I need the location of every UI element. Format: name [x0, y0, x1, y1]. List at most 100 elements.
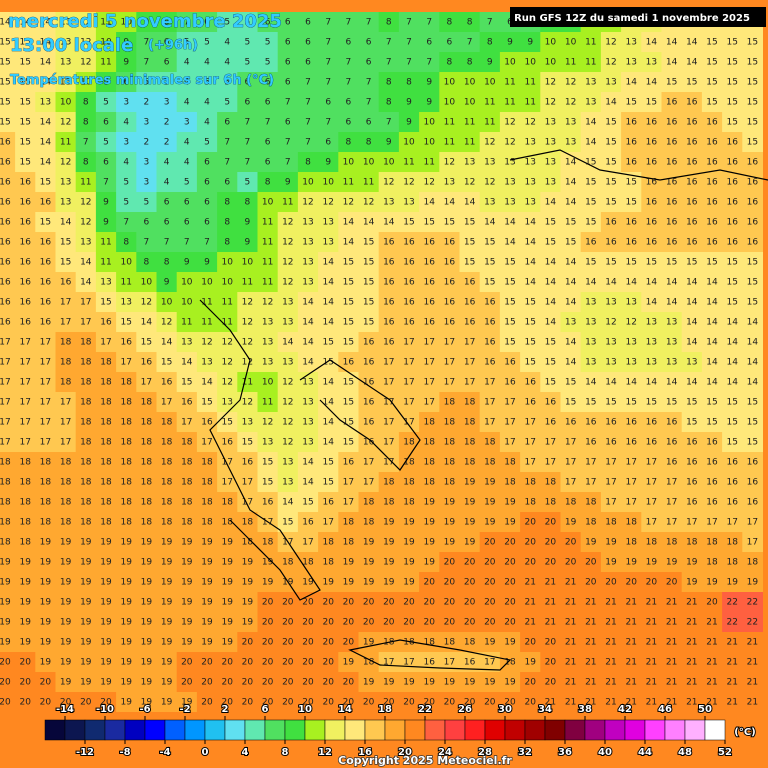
temperature-value: 6	[204, 158, 210, 168]
temperature-cell	[136, 72, 157, 93]
temperature-value: 13	[605, 358, 616, 368]
temperature-value: 15	[545, 238, 556, 248]
temperature-value: 11	[565, 58, 576, 68]
temperature-cell	[257, 252, 279, 273]
temperature-value: 15	[545, 218, 556, 228]
temperature-value: 13	[282, 458, 293, 468]
temperature-value: 19	[181, 578, 193, 588]
temperature-value: 21	[726, 678, 737, 688]
colorbar-box	[304, 719, 326, 741]
temperature-value: 16	[646, 438, 658, 448]
colorbar-box	[644, 719, 666, 741]
temperature-value: 11	[100, 238, 111, 248]
temperature-cell	[196, 72, 218, 93]
temperature-value: 19	[605, 558, 617, 568]
temperature-value: 14	[747, 378, 759, 388]
temperature-value: 18	[80, 378, 92, 388]
temperature-value: 17	[666, 498, 677, 508]
temperature-cell	[257, 172, 279, 193]
temperature-cell	[419, 272, 440, 293]
temperature-cell	[479, 72, 501, 93]
temperature-value: 16	[646, 238, 658, 248]
temperature-cell	[15, 112, 36, 133]
temperature-value: 10	[545, 58, 557, 68]
temperature-cell	[318, 132, 339, 153]
temperature-value: 17	[423, 378, 434, 388]
temperature-value: 17	[343, 498, 354, 508]
temperature-cell	[378, 92, 400, 113]
temperature-cell	[75, 192, 97, 213]
colorbar-box	[544, 719, 566, 741]
temperature-value: 17	[747, 518, 758, 528]
temperature-value: 19	[161, 638, 173, 648]
temperature-value: 21	[605, 698, 616, 708]
temperature-value: 18	[141, 438, 153, 448]
temperature-value: 6	[245, 98, 251, 108]
temperature-cell	[540, 212, 561, 233]
temperature-value: 15	[0, 118, 11, 128]
temperature-cell	[621, 52, 642, 73]
temperature-value: 19	[444, 678, 456, 688]
temperature-value: 14	[322, 258, 334, 268]
temperature-value: 12	[221, 338, 232, 348]
temperature-value: 16	[0, 198, 11, 208]
temperature-value: 16	[686, 238, 698, 248]
temperature-value: 17	[0, 418, 11, 428]
temperature-cell	[722, 92, 743, 113]
temperature-value: 6	[285, 58, 291, 68]
colorbar-label: 50	[698, 704, 712, 715]
temperature-value: 19	[60, 618, 72, 628]
colorbar-box	[504, 719, 526, 741]
temperature-value: 21	[565, 658, 576, 668]
temperature-cell	[217, 172, 238, 193]
temperature-value: 12	[565, 98, 576, 108]
temperature-value: 15	[646, 398, 657, 408]
temperature-value: 4	[184, 58, 190, 68]
temperature-value: 6	[426, 38, 432, 48]
temperature-value: 14	[60, 218, 72, 228]
temperature-value: 21	[605, 598, 616, 608]
temperature-cell	[398, 72, 420, 93]
temperature-value: 18	[161, 458, 173, 468]
temperature-value: 20	[242, 698, 254, 708]
temperature-value: 12	[262, 298, 273, 308]
temperature-cell	[398, 232, 420, 253]
temperature-cell	[499, 32, 521, 53]
temperature-value: 16	[747, 458, 759, 468]
temperature-cell	[641, 172, 662, 193]
temperature-value: 21	[585, 598, 596, 608]
temperature-value: 11	[444, 118, 455, 128]
temperature-value: 19	[60, 678, 72, 688]
temperature-cell	[742, 112, 763, 133]
temperature-cell	[35, 272, 56, 293]
temperature-cell	[156, 12, 178, 33]
temperature-value: 20	[262, 678, 274, 688]
temperature-cell	[701, 132, 723, 153]
temperature-cell	[621, 212, 642, 233]
temperature-cell	[398, 132, 420, 153]
temperature-value: 21	[585, 618, 596, 628]
temperature-value: 12	[242, 398, 253, 408]
temperature-cell	[136, 132, 157, 153]
temperature-value: 15	[484, 238, 495, 248]
temperature-value: 15	[504, 318, 515, 328]
temperature-value: 13	[585, 358, 596, 368]
temperature-value: 17	[444, 658, 455, 668]
temperature-value: 5	[144, 198, 150, 208]
temperature-cell	[479, 12, 501, 33]
temperature-value: 17	[343, 478, 354, 488]
colorbar-box	[584, 719, 606, 741]
temperature-value: 14	[646, 78, 658, 88]
temperature-value: 14	[747, 338, 759, 348]
temperature-value: 15	[181, 378, 192, 388]
temperature-cell	[681, 232, 703, 253]
temperature-value: 16	[625, 238, 637, 248]
temperature-value: 8	[346, 138, 352, 148]
temperature-value: 9	[164, 278, 170, 288]
temperature-value: 13	[686, 358, 697, 368]
temperature-cell	[701, 172, 723, 193]
temperature-cell	[701, 32, 723, 53]
temperature-cell	[257, 52, 279, 73]
temperature-value: 12	[302, 198, 313, 208]
temperature-value: 19	[19, 558, 31, 568]
